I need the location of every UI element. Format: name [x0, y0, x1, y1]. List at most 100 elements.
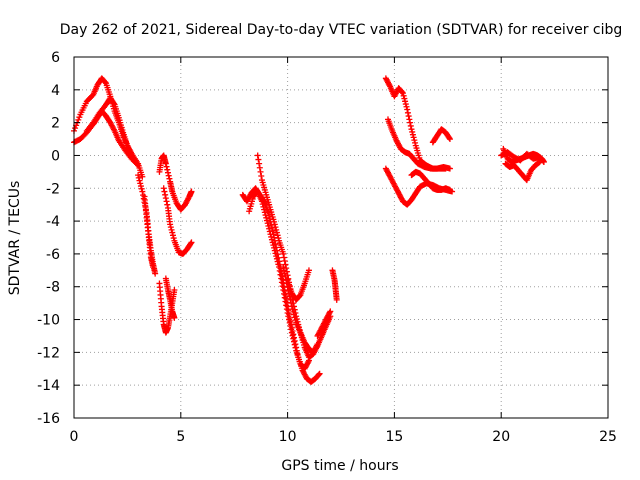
data-point	[160, 185, 167, 192]
x-tick-label: 15	[385, 429, 403, 445]
data-point	[137, 183, 144, 190]
y-tick-label: 6	[51, 50, 60, 66]
data-point	[288, 300, 295, 307]
data-point	[278, 279, 285, 286]
data-point	[167, 224, 174, 231]
data-point	[139, 188, 146, 195]
series-arc-4e	[284, 267, 312, 303]
y-tick-label: -8	[46, 280, 60, 296]
y-tick-label: -16	[37, 411, 60, 427]
data-point	[135, 162, 142, 169]
data-point	[167, 221, 174, 228]
data-point	[273, 255, 280, 262]
data-point	[256, 160, 263, 167]
data-point	[291, 341, 298, 348]
data-point	[282, 298, 289, 305]
data-point	[268, 236, 275, 243]
data-point	[257, 168, 264, 175]
data-point	[258, 172, 265, 179]
data-point	[274, 258, 281, 265]
data-point	[255, 156, 262, 163]
data-point	[254, 152, 261, 159]
data-point	[288, 329, 295, 336]
y-tick-label: 0	[51, 148, 60, 164]
data-point	[281, 258, 288, 265]
data-point	[280, 250, 287, 257]
y-tick-label: -12	[37, 345, 60, 361]
data-point	[137, 180, 144, 187]
data-point	[273, 229, 280, 236]
data-point	[288, 326, 295, 333]
data-point	[407, 122, 414, 129]
data-point	[169, 229, 176, 236]
data-point	[278, 275, 285, 282]
y-axis-label: SDTVAR / TECUs	[7, 181, 23, 296]
data-point	[446, 186, 453, 193]
data-point	[274, 232, 281, 239]
plot-frame	[73, 56, 609, 419]
data-point	[404, 106, 411, 113]
data-point	[411, 137, 418, 144]
data-point	[269, 239, 276, 246]
data-point	[268, 224, 275, 231]
series-arc-2b	[141, 193, 157, 271]
data-point	[409, 128, 416, 135]
data-point	[273, 253, 280, 260]
grid-lines	[74, 57, 608, 418]
data-point	[409, 131, 416, 138]
data-point	[263, 217, 270, 224]
data-point	[164, 166, 171, 173]
data-point	[263, 214, 270, 221]
data-point	[281, 294, 288, 301]
data-point	[405, 113, 412, 120]
data-point	[401, 95, 408, 102]
y-tick-label: -10	[37, 313, 60, 329]
data-point	[446, 134, 453, 141]
data-point	[187, 240, 194, 247]
data-point	[264, 220, 271, 227]
data-point	[288, 303, 295, 310]
data-point	[408, 126, 415, 133]
data-point	[273, 226, 280, 233]
series-arc-1c	[83, 95, 135, 162]
data-point	[281, 270, 288, 277]
data-point	[272, 224, 279, 231]
series-arc-5e	[429, 126, 453, 146]
data-point	[283, 306, 290, 313]
data-point	[76, 114, 83, 121]
x-tick-label: 25	[599, 429, 617, 445]
series-arc-6b	[502, 159, 543, 184]
data-point	[262, 212, 269, 219]
data-point	[138, 185, 145, 192]
data-point	[260, 203, 267, 210]
y-tick-label: -4	[46, 214, 60, 230]
data-point	[280, 264, 287, 271]
data-point	[271, 221, 278, 228]
x-tick-label: 10	[279, 429, 297, 445]
data-point	[281, 254, 288, 261]
series-arc-3a	[156, 152, 195, 213]
data-point	[305, 267, 312, 274]
data-point	[281, 267, 288, 274]
data-point	[286, 319, 293, 326]
data-point	[188, 239, 195, 246]
data-point	[163, 198, 170, 205]
series-arc-4f	[314, 308, 334, 339]
data-point	[333, 296, 340, 303]
data-point	[136, 177, 143, 184]
data-point	[404, 109, 411, 116]
series-arc-3b	[160, 185, 195, 257]
data-point	[402, 98, 409, 105]
data-point	[266, 225, 273, 232]
data-point	[402, 101, 409, 108]
data-point	[135, 172, 142, 179]
data-point	[163, 163, 170, 170]
data-point	[267, 231, 274, 238]
data-point	[135, 174, 142, 181]
data-point	[171, 287, 178, 294]
data-point	[327, 308, 334, 315]
y-tick-label: 4	[51, 83, 60, 99]
data-point	[110, 100, 117, 107]
data-point	[292, 317, 299, 324]
data-point	[399, 90, 406, 97]
